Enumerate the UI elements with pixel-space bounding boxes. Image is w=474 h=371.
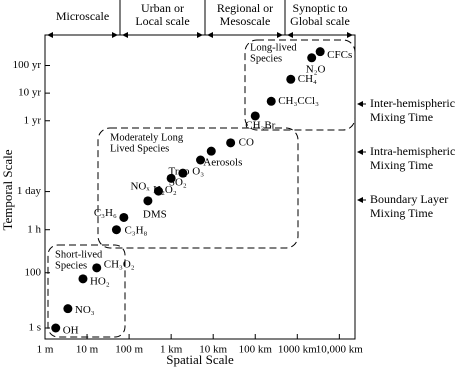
point — [111, 225, 121, 235]
scale-label: Regional or — [217, 1, 273, 15]
point — [78, 274, 88, 284]
annotation: Mixing Time — [370, 206, 433, 220]
x-tick-label: 1000 km — [278, 344, 317, 356]
point-label: OH — [63, 325, 79, 337]
y-tick-label: 100 — [25, 266, 42, 278]
scale-label: Urban or — [141, 1, 184, 15]
x-tick-label: 10,000 km — [316, 344, 364, 356]
x-tick-label: 100 km — [239, 344, 273, 356]
point — [153, 186, 163, 196]
x-axis-label: Spatial Scale — [166, 352, 234, 367]
point — [250, 111, 260, 121]
group-label: Short-lived — [55, 249, 103, 260]
annotation: Inter-hemispheric — [370, 96, 455, 110]
point-label: DMS — [143, 208, 167, 220]
arrow-head — [357, 197, 363, 203]
point-label: NOₓ — [130, 181, 150, 193]
group-label: Species — [55, 260, 87, 271]
annotation: Intra-hemispheric — [370, 144, 455, 158]
x-tick-label: 1 km — [160, 344, 183, 356]
point — [178, 168, 188, 178]
annotation: Mixing Time — [370, 110, 433, 124]
scale-label: Mesoscale — [220, 14, 271, 28]
y-tick-label: 1 yr — [24, 114, 42, 126]
group-box — [244, 39, 356, 131]
scale-label: Microscale — [56, 9, 109, 23]
point — [143, 196, 153, 206]
scale-label: Global scale — [290, 14, 350, 28]
point — [166, 173, 176, 183]
point-label: NO₃ — [75, 304, 95, 316]
y-tick-label: 100 yr — [13, 59, 42, 71]
x-tick-label: 100 m — [115, 344, 143, 356]
point — [92, 263, 102, 273]
point-label: CO — [239, 136, 254, 148]
point-label: CH₃CCl₃ — [278, 95, 319, 107]
point — [51, 323, 61, 333]
point-label: N₂O — [306, 63, 326, 75]
point-label: CH₄ — [298, 73, 317, 85]
point-label: C₃H₈ — [124, 224, 147, 236]
point — [196, 155, 206, 165]
scale-label: Synoptic to — [292, 1, 347, 15]
group-label: Species — [250, 53, 282, 64]
group-box — [97, 127, 299, 249]
y-tick-label: 10 yr — [18, 87, 41, 99]
point — [315, 47, 325, 57]
x-tick-label: 1 m — [37, 344, 54, 356]
annotation: Boundary Layer — [370, 192, 448, 206]
y-tick-label: 1 h — [27, 223, 41, 235]
x-tick-label: 10 m — [76, 344, 99, 356]
point — [119, 212, 129, 222]
arrow-head — [357, 101, 363, 107]
point-label: C₃H₆ — [94, 207, 117, 219]
point-label: H₂O₂ — [153, 184, 177, 196]
group-label: Moderately Long — [110, 132, 184, 143]
point-label: SO₂ — [169, 177, 187, 189]
point — [307, 53, 317, 63]
point-label: CH₃O₂ — [104, 258, 135, 270]
point — [206, 146, 216, 156]
point-label: HO₂ — [90, 275, 110, 287]
point-label: Trop O₃ — [169, 166, 205, 178]
point-label: CFCs — [327, 49, 352, 61]
x-tick-label: 10 km — [199, 344, 227, 356]
scale-label: Local scale — [135, 14, 189, 28]
annotation: Mixing Time — [370, 158, 433, 172]
point — [266, 96, 276, 106]
point — [286, 74, 296, 84]
arrow-head — [357, 149, 363, 155]
group-label: Lived Species — [110, 143, 169, 154]
group-label: Long-lived — [250, 42, 297, 53]
point-label: CH₃Br — [245, 120, 275, 132]
point — [226, 138, 236, 148]
y-tick-label: 1 day — [17, 185, 42, 197]
point-label: Aerosols — [203, 157, 242, 169]
y-axis-label: Temporal Scale — [0, 149, 15, 230]
point — [63, 304, 73, 314]
group-box — [47, 244, 126, 338]
y-tick-label: 1 s — [28, 322, 41, 334]
